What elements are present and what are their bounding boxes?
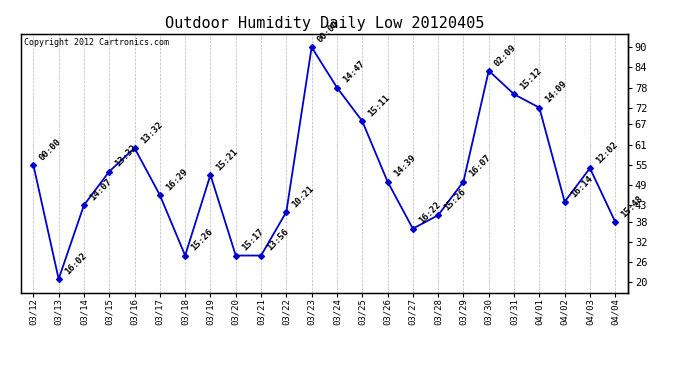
Text: 00:00: 00:00 <box>316 19 341 44</box>
Text: 13:56: 13:56 <box>265 227 290 253</box>
Text: 15:12: 15:12 <box>518 66 544 92</box>
Text: 16:22: 16:22 <box>417 201 442 226</box>
Text: 16:29: 16:29 <box>164 167 189 192</box>
Text: 00:00: 00:00 <box>37 136 63 162</box>
Text: 13:32: 13:32 <box>139 120 164 145</box>
Text: 14:39: 14:39 <box>392 153 417 179</box>
Text: 16:14: 16:14 <box>569 174 594 199</box>
Text: 15:26: 15:26 <box>442 187 468 212</box>
Text: 16:02: 16:02 <box>63 251 88 276</box>
Text: 13:32: 13:32 <box>113 143 139 169</box>
Text: 15:21: 15:21 <box>215 147 240 172</box>
Text: Copyright 2012 Cartronics.com: Copyright 2012 Cartronics.com <box>23 38 169 46</box>
Text: 16:07: 16:07 <box>468 153 493 179</box>
Text: 02:09: 02:09 <box>493 43 518 68</box>
Text: 15:11: 15:11 <box>366 93 392 118</box>
Text: 14:07: 14:07 <box>88 177 113 203</box>
Title: Outdoor Humidity Daily Low 20120405: Outdoor Humidity Daily Low 20120405 <box>165 16 484 31</box>
Text: 14:09: 14:09 <box>544 80 569 105</box>
Text: 15:26: 15:26 <box>189 227 215 253</box>
Text: 12:02: 12:02 <box>594 140 620 165</box>
Text: 15:17: 15:17 <box>240 227 265 253</box>
Text: 10:21: 10:21 <box>290 184 316 209</box>
Text: 15:48: 15:48 <box>620 194 644 219</box>
Text: 14:47: 14:47 <box>341 59 366 85</box>
